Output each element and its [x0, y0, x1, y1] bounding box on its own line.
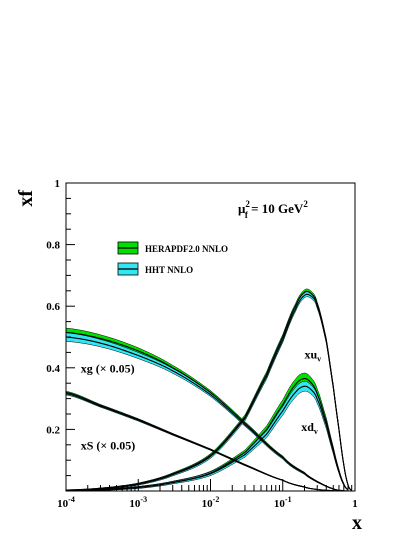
x-axis-title: x: [352, 512, 362, 534]
y-axis-title: xf: [15, 190, 37, 207]
x-tick-label: 10-1: [274, 495, 292, 510]
scale-annotation-symbol: μ: [238, 201, 246, 216]
x-tick-label: 10-2: [202, 495, 220, 510]
y-tick-label: 1: [55, 178, 61, 190]
legend: HERAPDF2.0 NNLO HHT NNLO: [117, 241, 228, 276]
y-tick-label: 0.6: [46, 301, 60, 313]
y-axis-ticks: 0.2 0.4 0.6 0.8 1: [46, 178, 75, 477]
xg-hht-line: [66, 336, 349, 491]
curve-label-xs: xS (× 0.05): [81, 438, 136, 452]
curve-label-xuv: xuv: [304, 348, 321, 364]
x-tick-label: 10-4: [57, 495, 75, 510]
central-curves: [66, 290, 353, 491]
legend-label: HHT NNLO: [145, 265, 193, 275]
scale-annotation-rest: = 10 GeV: [248, 201, 304, 216]
y-tick-label: 0.4: [46, 363, 60, 375]
curve-labels: xuv xdv xg (× 0.05) xS (× 0.05): [81, 348, 321, 453]
x-tick-label: 1: [352, 498, 358, 510]
scale-annotation-unit-sup: 2: [303, 199, 308, 209]
curve-label-xdv: xdv: [301, 420, 318, 436]
scale-annotation: μ2 f = 10 GeV2: [238, 199, 308, 220]
xdv-hht-line: [66, 385, 349, 491]
legend-label: HERAPDF2.0 NNLO: [145, 244, 228, 254]
xuv-hht-line: [66, 293, 353, 491]
scale-annotation-sub: f: [245, 210, 249, 220]
y-tick-label: 0.8: [46, 240, 60, 252]
x-axis-ticks: 10-4 10-3 10-2 10-1 1: [57, 479, 358, 510]
x-tick-label: 10-3: [129, 495, 147, 510]
uncertainty-bands: [66, 288, 352, 491]
scale-annotation-sup: 2: [245, 199, 250, 209]
y-tick-label: 0.2: [46, 424, 60, 436]
curve-label-xg: xg (× 0.05): [81, 361, 135, 375]
xs-hht-line: [66, 393, 344, 491]
